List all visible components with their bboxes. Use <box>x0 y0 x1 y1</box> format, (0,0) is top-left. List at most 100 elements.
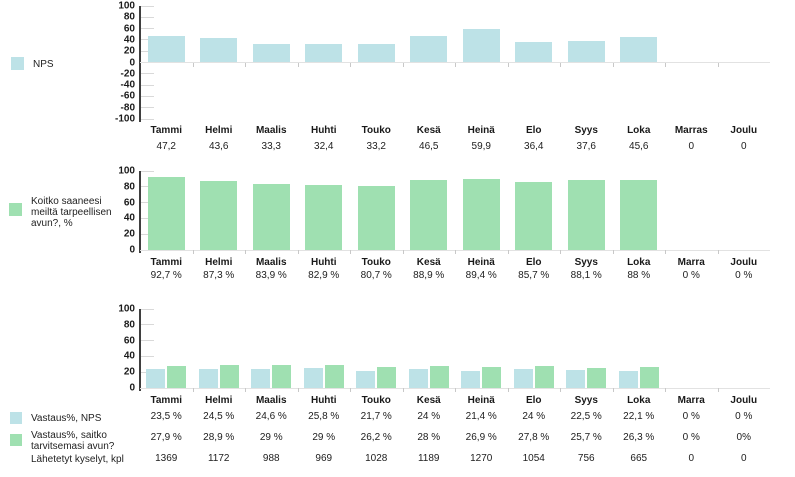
x-axis-tick <box>350 388 351 392</box>
y-tick <box>141 107 154 109</box>
value-label: 22,5 % <box>570 411 602 422</box>
x-axis-tick <box>665 388 666 392</box>
month-label: Loka <box>627 125 651 136</box>
bar-elo-avun <box>534 366 554 388</box>
month-label: Heinä <box>467 257 495 268</box>
month-label: Marras <box>674 125 708 136</box>
value-label: 1054 <box>522 453 545 464</box>
x-axis-tick <box>717 388 719 392</box>
bar-kesä-nps <box>408 369 428 388</box>
bar-touko <box>357 186 395 250</box>
month-label: Maalis <box>255 125 287 136</box>
value-row: 23,5 % 24,5 % 24,6 % 25,8 % 21,7 % 24 % 21,4 %… <box>140 410 770 424</box>
value-label: 89,4 % <box>465 270 497 281</box>
y-tick-label: 60 <box>123 23 135 35</box>
bar-maalis-nps <box>251 368 271 388</box>
value-label: 0 <box>688 141 695 152</box>
bar-syys-avun <box>587 367 607 388</box>
x-axis-tick <box>665 62 666 67</box>
bar-kesä <box>410 179 448 250</box>
x-axis-tick <box>402 250 404 254</box>
y-tick-label: -60 <box>120 90 135 102</box>
value-row: 92,7 % 87,3 % 83,9 % 82,9 % 80,7 % 88,9 % 89,4… <box>140 269 770 283</box>
x-axis-tick <box>402 388 404 392</box>
value-label: 43,6 <box>209 141 229 152</box>
x-axis-tick <box>245 388 246 392</box>
y-tick-label: -20 <box>120 68 135 80</box>
month-label: Joulu <box>730 395 758 406</box>
month-label: Syys <box>574 257 598 268</box>
value-label: 32,4 <box>314 141 334 152</box>
y-tick-label: 100 <box>118 303 135 315</box>
y-tick-label: 40 <box>123 212 135 224</box>
bar-tammi <box>147 176 185 250</box>
month-label: Heinä <box>467 125 495 136</box>
month-label: Elo <box>525 257 542 268</box>
y-tick-label: 80 <box>123 319 135 331</box>
month-label: Huhti <box>310 257 337 268</box>
bar-elo <box>515 41 553 63</box>
y-tick <box>141 5 154 7</box>
value-label: 92,7 % <box>150 270 182 281</box>
bar-kesä-avun <box>429 365 449 388</box>
month-label: Helmi <box>205 257 233 268</box>
month-label: Helmi <box>205 395 233 406</box>
y-tick-label: 0 <box>129 57 135 68</box>
bar-heinä-nps <box>461 371 481 388</box>
month-label: Tammi <box>150 257 183 268</box>
month-label: Kesä <box>416 395 441 406</box>
value-label: 0 % <box>735 411 753 422</box>
legend-vastaus-saitko: Vastaus%, saitko tarvitsemasi avun? <box>10 430 123 452</box>
bar-touko-nps <box>356 370 376 388</box>
value-label: 1189 <box>417 453 440 464</box>
y-tick-label: 100 <box>118 165 135 177</box>
x-axis-tick <box>717 250 719 254</box>
y-tick <box>141 217 154 219</box>
value-label: 27,9 % <box>150 432 182 443</box>
bar-syys-nps <box>566 370 586 388</box>
month-label: Huhti <box>310 395 337 406</box>
x-axis-tick <box>455 250 456 254</box>
value-label: 24 % <box>522 411 546 422</box>
month-label: Tammi <box>150 395 183 406</box>
value-label: 0% <box>736 432 751 443</box>
x-axis-tick <box>192 62 194 67</box>
y-tick <box>141 202 154 204</box>
x-axis-tick <box>297 250 299 254</box>
y-tick <box>141 340 154 342</box>
y-tick <box>141 355 154 357</box>
x-axis-tick <box>455 388 456 392</box>
y-tick <box>141 50 154 52</box>
bar-heinä-avun <box>482 366 502 388</box>
y-tick-label: 60 <box>123 197 135 209</box>
value-label: 24,5 % <box>203 411 235 422</box>
x-axis-tick <box>297 388 299 392</box>
x-axis-tick <box>560 250 561 254</box>
month-label: Helmi <box>205 125 233 136</box>
nps-swatch-icon <box>11 57 24 70</box>
value-label: 88,9 % <box>413 270 445 281</box>
y-tick-label: 80 <box>123 181 135 193</box>
value-label: 27,8 % <box>518 432 550 443</box>
y-tick-label: 20 <box>123 366 135 378</box>
value-label: 21,4 % <box>465 411 497 422</box>
value-label: 1270 <box>470 453 493 464</box>
value-label: 969 <box>315 453 333 464</box>
value-label: 25,8 % <box>308 411 340 422</box>
value-label: 0 % <box>682 270 700 281</box>
bar-touko-avun <box>377 367 397 388</box>
value-label: 26,9 % <box>465 432 497 443</box>
legend-koitko: Koitko saaneesi meiltä tarpeellisen avun… <box>9 196 127 229</box>
month-label: Elo <box>525 125 542 136</box>
bar-maalis <box>252 183 290 250</box>
x-axis-tick <box>507 388 509 392</box>
y-tick <box>141 95 154 97</box>
y-tick-label: 80 <box>123 11 135 23</box>
bar-helmi <box>200 37 238 63</box>
y-tick <box>141 233 154 235</box>
value-label: 756 <box>577 453 595 464</box>
month-label: Marra <box>677 395 705 406</box>
y-tick <box>141 308 154 310</box>
vastaus-nps-swatch-icon <box>10 412 22 424</box>
